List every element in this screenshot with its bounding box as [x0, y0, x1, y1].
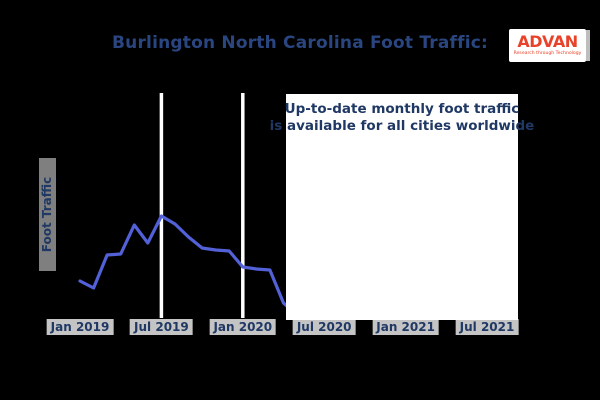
x-tick-label: Jul 2019 [130, 319, 193, 335]
x-tick-label: Jul 2020 [292, 319, 356, 335]
annotation-text-line2: is available for all cities worldwide [269, 118, 535, 134]
logo-edge-bar [586, 30, 590, 61]
advan-logo-tagline: Research through Technology [513, 50, 582, 56]
y-axis-label: Foot Traffic [39, 158, 56, 271]
annotation-overlay-box: Up-to-date monthly foot traffic is avail… [270, 94, 534, 320]
x-tick-label: Jan 2019 [46, 319, 114, 335]
annotation-text-line1: Up-to-date monthly foot traffic [284, 101, 520, 117]
advan-logo: ADVAN Research through Technology [509, 29, 586, 62]
foot-traffic-line-series [78, 214, 299, 317]
x-tick-label: Jan 2020 [209, 319, 277, 335]
x-tick-label: Jan 2021 [372, 319, 439, 335]
advan-logo-text: ADVAN [517, 32, 578, 52]
chart-title: Burlington North Carolina Foot Traffic: [112, 33, 488, 53]
vertical-gridlines [159, 93, 245, 318]
x-tick-label: Jul 2021 [455, 319, 519, 335]
